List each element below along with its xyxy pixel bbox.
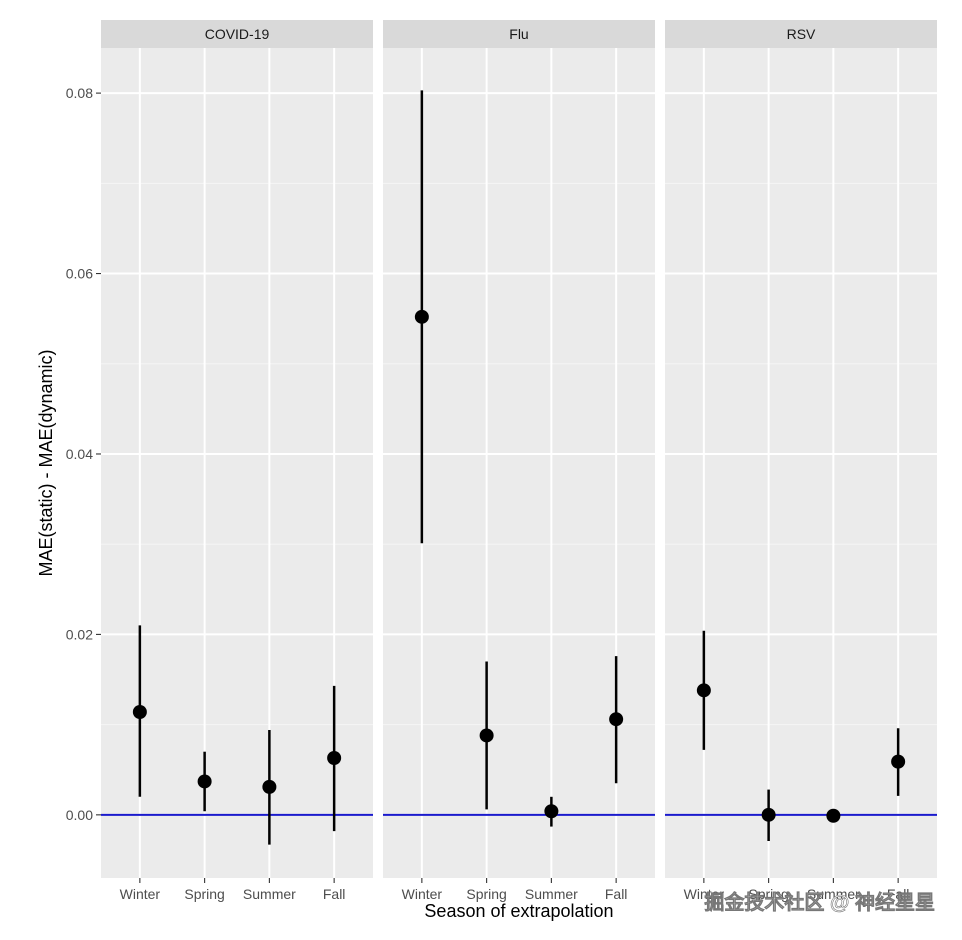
watermark-text: 掘金技术社区 @ 神经星星	[704, 890, 935, 914]
panel-background	[665, 48, 937, 878]
data-point	[479, 728, 494, 743]
x-tick-label: Summer	[525, 886, 578, 902]
facet-strip	[101, 20, 373, 48]
facet-strip	[383, 20, 655, 48]
facet-panel-rsv: RSV Winter Spring Summer Fall	[665, 20, 937, 902]
x-tick-label: Fall	[887, 886, 910, 902]
y-tick-label: 0.06	[66, 266, 93, 282]
x-axis-title: Season of extrapolation	[424, 901, 613, 921]
data-point	[262, 779, 277, 794]
facet-panel-covid-19: COVID-19 Winter Spring Summer Fall	[101, 20, 373, 902]
y-tick-label: 0.08	[66, 85, 93, 101]
facet-strip-label: COVID-19	[205, 26, 270, 42]
facet-strip	[665, 20, 937, 48]
y-axis: 0.00 0.02 0.04 0.06 0.08	[66, 85, 101, 823]
panel-background	[383, 48, 655, 878]
x-tick-label: Fall	[323, 886, 346, 902]
facet-panel-flu: Flu Winter Spring Summer Fall	[383, 20, 655, 902]
x-tick-label: Winter	[402, 886, 443, 902]
x-tick-label: Summer	[807, 886, 860, 902]
facet-strip-label: Flu	[509, 26, 528, 42]
data-point	[132, 705, 147, 719]
x-tick-label: Spring	[748, 886, 788, 902]
facet-strip-label: RSV	[787, 26, 816, 42]
x-tick-label: Spring	[184, 886, 224, 902]
x-tick-label: Winter	[684, 886, 725, 902]
x-tick-label: Winter	[120, 886, 161, 902]
y-tick-label: 0.04	[66, 446, 93, 462]
x-tick-label: Spring	[466, 886, 506, 902]
y-axis-title: MAE(static) - MAE(dynamic)	[36, 349, 56, 576]
data-point	[197, 774, 212, 789]
data-point	[826, 808, 841, 823]
data-point	[609, 712, 624, 727]
y-tick-label: 0.00	[66, 807, 93, 823]
panels-layer: COVID-19 Winter Spring Summer Fall Flu Winter S…	[101, 20, 937, 902]
data-point	[544, 804, 559, 819]
x-tick-label: Fall	[605, 886, 628, 902]
data-point	[761, 807, 776, 822]
y-tick-label: 0.02	[66, 626, 93, 642]
x-tick-label: Summer	[243, 886, 296, 902]
data-point	[891, 754, 906, 769]
data-point	[327, 751, 342, 766]
data-point	[696, 683, 711, 698]
panel-background	[101, 48, 373, 878]
data-point	[414, 309, 429, 324]
